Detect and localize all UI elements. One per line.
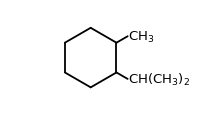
Text: CH$_3$: CH$_3$ [128, 29, 155, 44]
Text: CH(CH$_3$)$_2$: CH(CH$_3$)$_2$ [128, 71, 190, 87]
